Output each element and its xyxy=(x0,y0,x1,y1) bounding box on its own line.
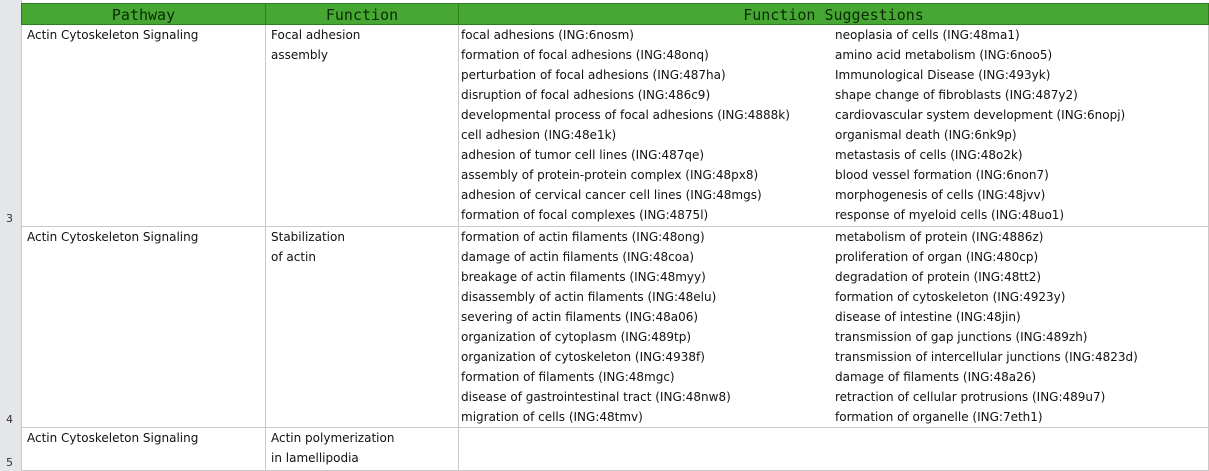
function-line: Focal adhesion xyxy=(271,28,361,42)
column-header-pathway[interactable]: Pathway xyxy=(21,3,266,25)
suggestion-item: degradation of protein (ING:48tt2) xyxy=(835,270,1042,284)
pathway-text: Actin Cytoskeleton Signaling xyxy=(27,230,199,244)
suggestions-cell[interactable] xyxy=(458,428,1209,471)
suggestion-item: assembly of protein-protein complex (ING… xyxy=(461,168,759,182)
suggestion-item: formation of focal complexes (ING:4875l) xyxy=(461,208,709,222)
suggestion-item: damage of filaments (ING:48a26) xyxy=(835,370,1037,384)
function-line: assembly xyxy=(271,48,328,62)
suggestion-item: breakage of actin filaments (ING:48myy) xyxy=(461,270,706,284)
suggestion-item: severing of actin filaments (ING:48a06) xyxy=(461,310,699,324)
suggestion-item: cell adhesion (ING:48e1k) xyxy=(461,128,617,142)
suggestion-item: metabolism of protein (ING:4886z) xyxy=(835,230,1044,244)
suggestion-item: formation of organelle (ING:7eth1) xyxy=(835,410,1043,424)
function-line: in lamellipodia xyxy=(271,451,359,465)
suggestion-item: adhesion of tumor cell lines (ING:487qe) xyxy=(461,148,705,162)
suggestion-item: organization of cytoplasm (ING:489tp) xyxy=(461,330,692,344)
row-header-5[interactable]: 5 xyxy=(0,428,22,471)
function-cell[interactable]: Focal adhesion assembly xyxy=(265,25,459,227)
suggestion-item: organization of cytoskeleton (ING:4938f) xyxy=(461,350,705,364)
suggestion-item: proliferation of organ (ING:480cp) xyxy=(835,250,1039,264)
suggestion-item: perturbation of focal adhesions (ING:487… xyxy=(461,68,726,82)
suggestion-item: retraction of cellular protrusions (ING:… xyxy=(835,390,1106,404)
function-cell[interactable]: Stabilization of actin xyxy=(265,227,459,428)
function-line: Actin polymerization xyxy=(271,431,395,445)
suggestion-item: disease of intestine (ING:48jin) xyxy=(835,310,1021,324)
row-header-corner[interactable] xyxy=(0,0,22,25)
suggestions-left-column: formation of actin filaments (ING:48ong)… xyxy=(461,227,731,427)
suggestion-item: amino acid metabolism (ING:6noo5) xyxy=(835,48,1053,62)
pathway-text: Actin Cytoskeleton Signaling xyxy=(27,28,199,42)
function-line: Stabilization xyxy=(271,230,345,244)
column-header-function-suggestions[interactable]: Function Suggestions xyxy=(458,3,1209,25)
suggestion-item: Immunological Disease (ING:493yk) xyxy=(835,68,1051,82)
suggestion-item: migration of cells (ING:48tmv) xyxy=(461,410,643,424)
suggestions-left-column: focal adhesions (ING:6nosm) formation of… xyxy=(461,25,790,225)
suggestion-item: shape change of fibroblasts (ING:487y2) xyxy=(835,88,1078,102)
suggestion-item: morphogenesis of cells (ING:48jvv) xyxy=(835,188,1046,202)
pathway-cell[interactable]: Actin Cytoskeleton Signaling xyxy=(21,428,266,471)
suggestion-item: neoplasia of cells (ING:48ma1) xyxy=(835,28,1020,42)
suggestion-item: transmission of gap junctions (ING:489zh… xyxy=(835,330,1088,344)
suggestion-item: formation of cytoskeleton (ING:4923y) xyxy=(835,290,1066,304)
suggestion-item: developmental process of focal adhesions… xyxy=(461,108,790,122)
suggestions-right-column: metabolism of protein (ING:4886z) prolif… xyxy=(835,227,1138,427)
pathway-cell[interactable]: Actin Cytoskeleton Signaling xyxy=(21,227,266,428)
suggestion-item: response of myeloid cells (ING:48uo1) xyxy=(835,208,1065,222)
suggestion-item: blood vessel formation (ING:6non7) xyxy=(835,168,1049,182)
row-header-3[interactable]: 3 xyxy=(0,25,22,227)
suggestion-item: cardiovascular system development (ING:6… xyxy=(835,108,1126,122)
suggestion-item: formation of focal adhesions (ING:48onq) xyxy=(461,48,709,62)
suggestion-item: adhesion of cervical cancer cell lines (… xyxy=(461,188,762,202)
row-number: 5 xyxy=(6,456,13,469)
column-header-function[interactable]: Function xyxy=(265,3,459,25)
suggestions-cell[interactable]: formation of actin filaments (ING:48ong)… xyxy=(458,227,1209,428)
suggestions-cell[interactable]: focal adhesions (ING:6nosm) formation of… xyxy=(458,25,1209,227)
suggestion-item: damage of actin filaments (ING:48coa) xyxy=(461,250,695,264)
suggestion-item: formation of actin filaments (ING:48ong) xyxy=(461,230,705,244)
pathway-text: Actin Cytoskeleton Signaling xyxy=(27,431,199,445)
suggestion-item: organismal death (ING:6nk9p) xyxy=(835,128,1017,142)
row-number: 4 xyxy=(6,413,13,426)
suggestion-item: disassembly of actin filaments (ING:48el… xyxy=(461,290,717,304)
suggestion-item: formation of filaments (ING:48mgc) xyxy=(461,370,675,384)
suggestion-item: transmission of intercellular junctions … xyxy=(835,350,1138,364)
suggestion-item: disruption of focal adhesions (ING:486c9… xyxy=(461,88,711,102)
suggestion-item: disease of gastrointestinal tract (ING:4… xyxy=(461,390,731,404)
function-cell[interactable]: Actin polymerization in lamellipodia xyxy=(265,428,459,471)
row-number: 3 xyxy=(6,212,13,225)
row-header-4[interactable]: 4 xyxy=(0,227,22,428)
function-line: of actin xyxy=(271,250,316,264)
pathway-cell[interactable]: Actin Cytoskeleton Signaling xyxy=(21,25,266,227)
suggestion-item: metastasis of cells (ING:48o2k) xyxy=(835,148,1023,162)
suggestions-right-column: neoplasia of cells (ING:48ma1) amino aci… xyxy=(835,25,1125,225)
suggestion-item: focal adhesions (ING:6nosm) xyxy=(461,28,634,42)
